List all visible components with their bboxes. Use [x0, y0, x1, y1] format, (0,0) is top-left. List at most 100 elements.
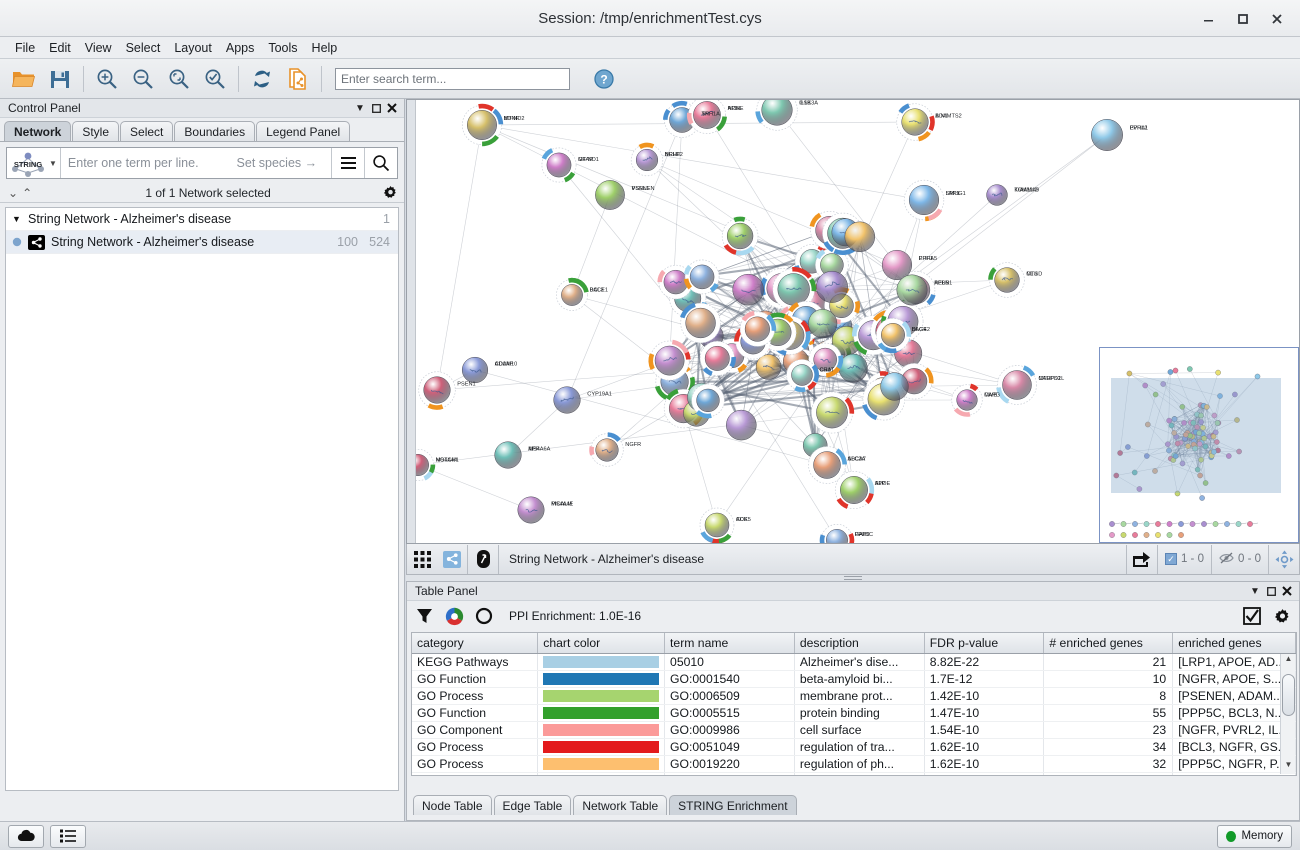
- menu-edit[interactable]: Edit: [49, 40, 71, 55]
- network-tree-root[interactable]: ▼ String Network - Alzheimer's disease 1: [6, 208, 398, 231]
- column-header-fdr-p-value[interactable]: FDR p-value: [924, 633, 1045, 654]
- menu-help[interactable]: Help: [311, 40, 338, 55]
- cell-num-enriched-genes: 55: [1043, 704, 1174, 722]
- scroll-up-icon[interactable]: ▲: [1284, 654, 1293, 663]
- float-panel-icon[interactable]: [368, 100, 384, 116]
- zoom-fit-icon[interactable]: [161, 62, 197, 96]
- column-header-term-name[interactable]: term name: [664, 633, 795, 654]
- cell-fdr-p-value: 1.54E-10: [924, 721, 1045, 739]
- cell-chart-color: [537, 721, 666, 739]
- scrollbar-thumb[interactable]: [1282, 674, 1295, 716]
- string-term-input[interactable]: Enter one term per line. Set species →: [61, 156, 331, 170]
- color-wheel-icon[interactable]: [443, 604, 465, 628]
- annotation-icon[interactable]: [468, 545, 498, 574]
- filter-icon[interactable]: [413, 604, 435, 628]
- cloud-icon[interactable]: [8, 824, 44, 848]
- table-row[interactable]: GO Function GO:0005515 protein binding 1.47…: [412, 704, 1296, 722]
- column-header-category[interactable]: category: [412, 633, 539, 654]
- expand-all-icon[interactable]: ⌃: [22, 185, 33, 200]
- menu-view[interactable]: View: [84, 40, 112, 55]
- chevron-down-icon[interactable]: ▼: [1250, 585, 1260, 597]
- network-scrollbar-left[interactable]: [407, 100, 416, 543]
- network-graph-canvas[interactable]: MT-ND2 MT-ND1 VSNL1 BCL3 CD2AP MS4A4A MS4A6A MS…: [407, 100, 1300, 544]
- tab-node-table[interactable]: Node Table: [413, 795, 492, 815]
- svg-text:STRING: STRING: [14, 160, 43, 169]
- menu-select[interactable]: Select: [125, 40, 161, 55]
- string-logo-icon[interactable]: STRING: [7, 148, 49, 178]
- tab-legend-panel[interactable]: Legend Panel: [256, 121, 351, 141]
- tab-select[interactable]: Select: [120, 121, 174, 141]
- column-header-num-enriched-genes[interactable]: # enriched genes: [1043, 633, 1174, 654]
- memory-button[interactable]: Memory: [1217, 824, 1292, 848]
- close-panel-icon[interactable]: [384, 100, 400, 116]
- gear-icon[interactable]: [382, 185, 398, 201]
- chevron-down-icon[interactable]: ▼: [355, 102, 365, 114]
- grid-layout-icon[interactable]: [407, 545, 437, 574]
- color-swatch: [543, 689, 660, 702]
- search-icon[interactable]: [365, 148, 397, 178]
- menu-file[interactable]: File: [15, 40, 36, 55]
- gear-icon[interactable]: [1271, 604, 1293, 628]
- column-header-enriched-genes[interactable]: enriched genes: [1172, 633, 1296, 654]
- toolbar-separator-2: [238, 65, 239, 92]
- table-row[interactable]: GO Component GO:0009986 cell surface 1.54E-…: [412, 721, 1296, 739]
- scroll-down-icon[interactable]: ▼: [1284, 760, 1293, 769]
- hidden-nodes-counter[interactable]: 0 - 0: [1212, 552, 1268, 567]
- tab-edge-table[interactable]: Edge Table: [493, 795, 572, 815]
- menu-layout[interactable]: Layout: [174, 40, 212, 55]
- close-panel-icon[interactable]: [1279, 583, 1295, 599]
- maximize-icon[interactable]: [1226, 5, 1258, 33]
- overview-viewport-rect[interactable]: [1111, 378, 1281, 493]
- float-panel-icon[interactable]: [1263, 583, 1279, 599]
- minimize-icon[interactable]: [1192, 5, 1224, 33]
- open-folder-icon[interactable]: [6, 62, 42, 96]
- close-icon[interactable]: [1260, 5, 1292, 33]
- export-image-icon[interactable]: [1127, 545, 1157, 574]
- recenter-icon[interactable]: [1269, 545, 1299, 574]
- selected-nodes-counter[interactable]: ✓ 1 - 0: [1158, 553, 1211, 565]
- table-row[interactable]: GO Function GO:0001540 beta-amyloid bi... 1…: [412, 670, 1296, 688]
- share-network-icon[interactable]: [437, 545, 467, 574]
- tab-boundaries[interactable]: Boundaries: [174, 121, 256, 141]
- cell-chart-color: [537, 755, 666, 773]
- search-input[interactable]: Enter search term...: [335, 67, 570, 90]
- list-icon[interactable]: [50, 824, 86, 848]
- table-row[interactable]: GO Process GO:0019220 regulation of ph... 1…: [412, 755, 1296, 773]
- set-species-link[interactable]: Set species →: [236, 156, 318, 170]
- tab-string-enrichment[interactable]: STRING Enrichment: [669, 795, 797, 815]
- circle-outline-icon[interactable]: [473, 604, 495, 628]
- table-vertical-scrollbar[interactable]: ▲ ▼: [1280, 654, 1295, 774]
- enrichment-table-wrapper[interactable]: category chart color term name descripti…: [411, 632, 1297, 776]
- zoom-selected-icon[interactable]: [197, 62, 233, 96]
- chevron-down-icon[interactable]: ▼: [12, 214, 21, 224]
- tab-network-table[interactable]: Network Table: [573, 795, 668, 815]
- refresh-icon[interactable]: [244, 62, 280, 96]
- divider-3: [1125, 544, 1127, 574]
- help-icon[interactable]: ?: [586, 62, 622, 96]
- panel-splitter[interactable]: [406, 575, 1300, 581]
- table-row[interactable]: GO Process GO:0033619membrane prot...1.93…: [412, 772, 1296, 775]
- column-header-description[interactable]: description: [794, 633, 925, 654]
- table-row[interactable]: GO Process GO:0006509 membrane prot... 1.42…: [412, 687, 1296, 705]
- enrichment-table-body: KEGG Pathways 05010 Alzheimer's dise... 8.8…: [412, 653, 1296, 775]
- zoom-out-icon[interactable]: [125, 62, 161, 96]
- cell-fdr-p-value: 8.82E-22: [924, 653, 1045, 671]
- save-icon[interactable]: [42, 62, 78, 96]
- table-row[interactable]: GO Process GO:0051049 regulation of tra...…: [412, 738, 1296, 756]
- menu-tools[interactable]: Tools: [268, 40, 298, 55]
- svg-text:TNF: TNF: [702, 112, 713, 118]
- export-network-icon[interactable]: [280, 62, 316, 96]
- menu-apps[interactable]: Apps: [225, 40, 255, 55]
- zoom-in-icon[interactable]: [89, 62, 125, 96]
- tab-network[interactable]: Network: [4, 121, 72, 141]
- column-header-chart-color[interactable]: chart color: [537, 633, 666, 654]
- hamburger-icon[interactable]: [332, 148, 364, 178]
- network-view[interactable]: MT-ND2 MT-ND1 VSNL1 BCL3 CD2AP MS4A4A MS4A6A MS…: [406, 99, 1300, 544]
- collapse-all-icon[interactable]: ⌄: [8, 185, 19, 200]
- network-tree-item[interactable]: String Network - Alzheimer's disease 100…: [6, 231, 398, 254]
- checkbox-icon[interactable]: [1241, 604, 1263, 628]
- network-overview-inset[interactable]: [1099, 347, 1299, 543]
- tab-style[interactable]: Style: [72, 121, 120, 141]
- chevron-down-icon[interactable]: ▼: [49, 158, 57, 168]
- table-row[interactable]: KEGG Pathways 05010 Alzheimer's dise... 8.8…: [412, 653, 1296, 671]
